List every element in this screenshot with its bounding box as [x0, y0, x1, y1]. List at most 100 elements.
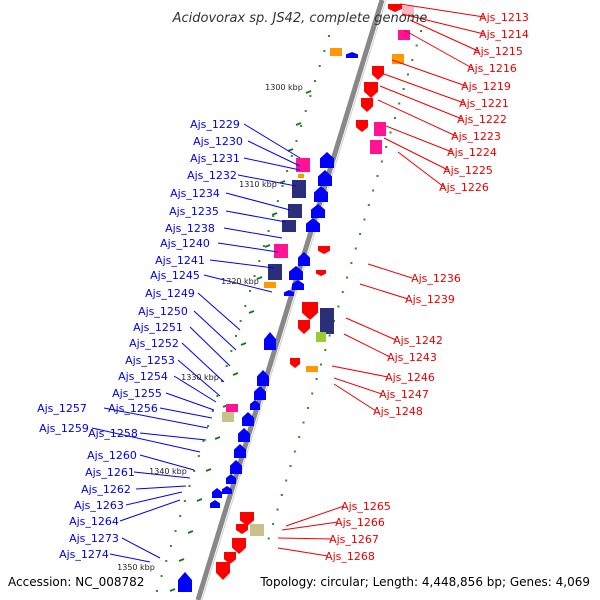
forward-connector-line	[125, 491, 183, 506]
forward-gene-label: Ajs_1260	[87, 449, 137, 462]
inner-dot	[253, 275, 256, 277]
inner-dot	[300, 125, 303, 127]
outer-dot	[346, 276, 349, 279]
inner-dot	[235, 335, 237, 337]
inner-dot	[179, 515, 182, 517]
outer-dot	[420, 30, 422, 32]
inner-dot	[230, 350, 233, 352]
reverse-connector-line	[333, 377, 383, 395]
forward-gene-arrow	[346, 52, 358, 58]
inner-dot	[295, 140, 298, 142]
outer-dot	[302, 421, 305, 424]
inner-dot	[239, 320, 242, 322]
outer-dot	[393, 117, 396, 119]
reverse-gene-arrow	[388, 4, 402, 12]
forward-gene-label: Ajs_1245	[150, 269, 200, 282]
forward-connector-line	[193, 310, 237, 351]
map-title: Acidovorax sp. JS42, complete genome	[172, 11, 428, 26]
tick-mark	[232, 372, 239, 376]
inner-dot	[262, 245, 265, 247]
reverse-gene-label: Ajs_1268	[325, 550, 375, 563]
outer-dot	[276, 508, 279, 511]
outer-dot	[293, 450, 296, 453]
forward-gene-label: Ajs_1249	[145, 287, 195, 300]
reverse-gene-arrow	[316, 270, 326, 276]
outer-dot	[311, 392, 314, 395]
forward-gene-arrow	[320, 152, 334, 168]
forward-gene-label: Ajs_1240	[160, 237, 210, 250]
outer-dot	[415, 44, 418, 47]
tick-mark	[256, 276, 263, 280]
cog-block	[330, 48, 342, 56]
gene-layer	[178, 4, 402, 592]
forward-gene-label: Ajs_1241	[155, 254, 205, 267]
forward-connector-line	[177, 359, 221, 397]
inner-dot	[183, 500, 186, 502]
inner-dot	[169, 545, 172, 547]
forward-gene-arrow	[212, 488, 222, 498]
reverse-gene-label: Ajs_1247	[379, 388, 429, 401]
cog-block	[370, 140, 382, 154]
outer-dot	[389, 131, 392, 134]
cog-block	[392, 54, 404, 64]
reverse-connector-line	[277, 547, 329, 557]
reverse-connector-line	[397, 151, 445, 188]
reverse-gene-label: Ajs_1239	[405, 293, 455, 306]
cog-block	[296, 158, 310, 172]
reverse-connector-line	[367, 263, 413, 279]
inner-dot	[165, 560, 168, 562]
forward-gene-label: Ajs_1229	[190, 118, 240, 131]
forward-gene-arrow	[284, 290, 294, 296]
forward-gene-arrow	[254, 386, 266, 400]
outer-dot	[372, 189, 375, 192]
forward-gene-label: Ajs_1262	[81, 483, 131, 496]
cog-block	[274, 244, 288, 258]
inner-dot	[314, 80, 317, 82]
inner-dot	[286, 170, 289, 172]
forward-gene-label: Ajs_1256	[108, 402, 158, 415]
reverse-gene-label: Ajs_1242	[393, 334, 443, 347]
forward-connector-line	[173, 375, 217, 403]
outer-dot	[402, 88, 405, 90]
forward-connector-line	[197, 292, 241, 331]
forward-gene-arrow	[226, 474, 236, 484]
reverse-gene-label: Ajs_1265	[341, 500, 391, 513]
cog-block	[374, 122, 386, 136]
reverse-gene-label: Ajs_1246	[385, 371, 435, 384]
forward-gene-label: Ajs_1264	[69, 515, 119, 528]
forward-connector-line	[243, 123, 301, 159]
forward-gene-arrow	[238, 428, 250, 442]
forward-gene-label: Ajs_1252	[129, 337, 179, 350]
forward-connector-line	[139, 432, 207, 441]
forward-gene-arrow	[257, 370, 269, 386]
reverse-gene-label: Ajs_1222	[457, 113, 507, 126]
inner-dot	[202, 440, 205, 442]
reverse-connector-line	[409, 19, 479, 52]
forward-connector-line	[165, 392, 215, 411]
reverse-connector-line	[281, 521, 339, 531]
forward-connector-line	[133, 471, 191, 479]
inner-dot	[221, 380, 224, 382]
reverse-connector-line	[401, 13, 485, 35]
scale-label: 1320 kbp	[221, 277, 259, 286]
inner-dot	[193, 470, 196, 472]
reverse-gene-arrow	[232, 538, 246, 554]
forward-connector-line	[223, 227, 283, 239]
forward-gene-arrow	[178, 572, 192, 592]
forward-gene-label: Ajs_1230	[193, 135, 243, 148]
reverse-connector-line	[403, 29, 473, 69]
scale-label: 1310 kbp	[239, 180, 277, 189]
forward-connector-line	[209, 259, 275, 269]
outer-dot	[337, 305, 340, 308]
inner-dot	[276, 200, 279, 202]
outer-dot	[350, 262, 353, 264]
reverse-gene-arrow	[302, 302, 318, 320]
forward-connector-line	[159, 407, 213, 419]
reverse-connector-line	[385, 125, 453, 153]
outer-dot	[267, 537, 270, 540]
reverse-gene-label: Ajs_1248	[373, 405, 423, 418]
inner-dot	[216, 395, 219, 397]
forward-gene-label: Ajs_1232	[187, 169, 237, 182]
outer-dot	[376, 175, 379, 177]
